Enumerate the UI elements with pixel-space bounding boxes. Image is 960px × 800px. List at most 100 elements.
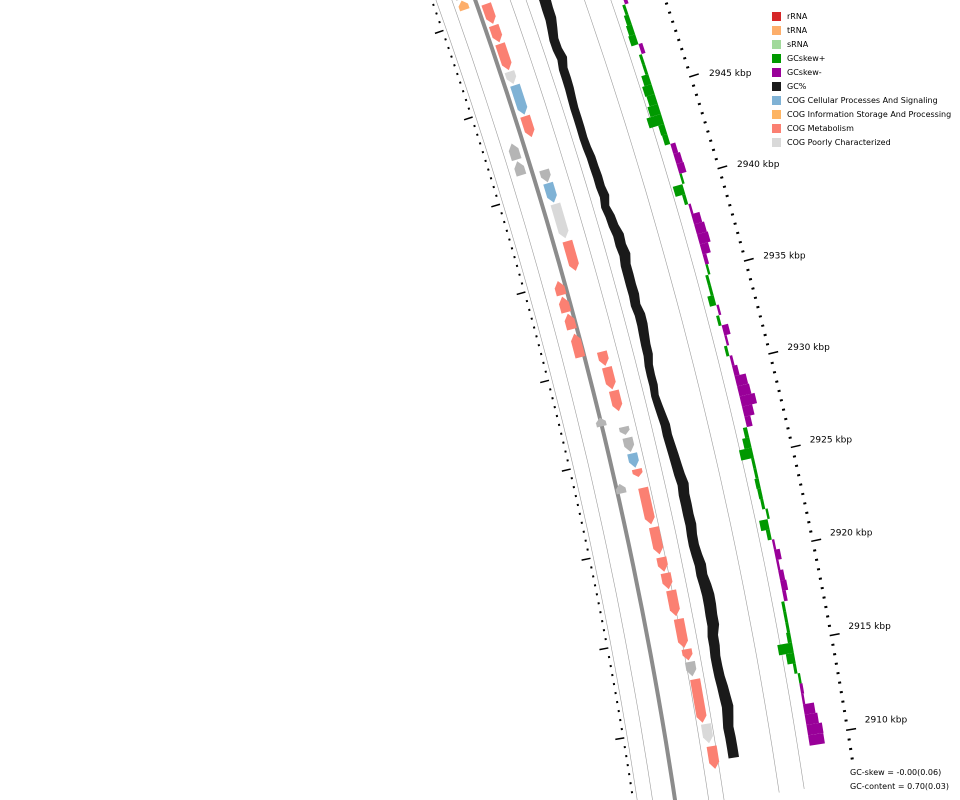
outer-tick [770, 361, 774, 365]
scale-label: 2915 kbp [848, 622, 891, 632]
outer-tick [697, 102, 702, 106]
legend-item: COG Poorly Characterized [772, 135, 951, 149]
inner-tick [599, 647, 609, 651]
inner-tick [510, 247, 514, 250]
inner-tick [491, 203, 501, 208]
outer-tick [779, 398, 784, 402]
gc-skew-positive-bar [623, 14, 632, 26]
inner-tick [456, 72, 459, 76]
gc-skew-positive-bar [723, 345, 730, 357]
inner-tick [515, 264, 519, 268]
gc-skew-positive-bar [716, 315, 722, 327]
scale-label: 2925 kbp [810, 436, 853, 446]
outer-tick [743, 257, 754, 262]
outer-tick [717, 165, 728, 170]
gene-feature [481, 2, 496, 24]
outer-tick [768, 350, 779, 355]
inner-tick [508, 238, 511, 241]
outer-tick [831, 643, 835, 647]
legend-swatch [772, 123, 781, 133]
gc-skew-positive-bar [707, 295, 717, 307]
gc-skew-positive-bar [646, 113, 665, 129]
gc-skew-negative-bar [802, 702, 816, 715]
gc-skew-negative-bar [737, 383, 752, 397]
gene-feature [706, 745, 720, 769]
gene-feature [608, 389, 623, 412]
gc-skew-negative-bar [741, 404, 755, 417]
gene-feature [648, 526, 664, 555]
outer-tick [706, 130, 710, 133]
gc-skew-positive-bar [625, 24, 636, 37]
guide-ring [610, 0, 805, 789]
gene-feature [543, 181, 557, 203]
gc-skew-positive-bar [760, 498, 766, 510]
gc-skew-negative-bar [670, 142, 679, 154]
gc-skew-positive-bar [647, 103, 661, 118]
gene-feature [550, 202, 569, 239]
outer-tick [801, 492, 805, 496]
outer-tick [753, 296, 758, 300]
outer-tick [722, 185, 727, 189]
gc-skew-negative-bar [638, 42, 646, 55]
inner-tick [532, 326, 536, 329]
outer-tick [824, 605, 828, 609]
outer-tick [725, 194, 729, 198]
gc-skew-negative-bar [716, 304, 722, 316]
gc-skew-negative-bar [771, 539, 777, 550]
gc-skew-negative-bar [776, 559, 781, 571]
gc-skew-negative-bar [780, 579, 789, 591]
guide-ring [451, 0, 653, 800]
gc-skew-positive-bar [705, 274, 711, 286]
legend-swatch [772, 95, 781, 105]
gc-skew-positive-bar [777, 642, 794, 656]
legend-swatch [772, 137, 781, 147]
gene-feature [558, 296, 572, 314]
outer-tick [794, 464, 799, 468]
gene-feature [564, 313, 577, 331]
gene-feature [510, 83, 528, 115]
gc-skew-positive-bar [638, 54, 646, 65]
legend-item: COG Cellular Processes And Signaling [772, 93, 951, 107]
outer-tick [818, 577, 823, 580]
gene-feature [684, 660, 697, 677]
outer-tick [748, 277, 753, 281]
inner-tick [438, 20, 441, 24]
gc-skew-positive-bar [628, 34, 639, 47]
gc-skew-positive-bar [642, 83, 655, 97]
inner-tick [464, 98, 468, 102]
gc-skew-negative-bar [696, 231, 711, 245]
gc-skew-positive-bar [754, 478, 761, 490]
legend-item: COG Metabolism [772, 121, 951, 135]
gene-feature [627, 452, 639, 468]
gene-feature [660, 572, 673, 590]
gene-feature [673, 617, 689, 648]
gene-feature [631, 467, 643, 478]
inner-tick [447, 46, 450, 50]
gc-skew-positive-bar [679, 173, 685, 185]
gc-skew-positive-bar [738, 447, 754, 461]
gc-skew-negative-bar [734, 373, 749, 387]
legend-swatch [772, 53, 781, 63]
gc-skew-positive-bar [646, 93, 658, 107]
gene-feature [514, 161, 527, 177]
inner-tick [478, 142, 482, 145]
outer-tick [756, 305, 760, 309]
outer-tick [781, 408, 786, 411]
outer-tick [758, 315, 763, 318]
legend-label: GC% [787, 81, 807, 91]
inner-tick [461, 90, 465, 93]
gc-skew-negative-bar [778, 569, 786, 581]
outer-tick [814, 558, 819, 562]
inner-tick [520, 282, 524, 285]
inner-tick [516, 291, 526, 296]
gc-skew-positive-bar [751, 457, 757, 469]
outer-tick [807, 520, 811, 524]
guide-ring [525, 0, 725, 800]
gc-skew-positive-bar [641, 74, 652, 87]
outer-tick [788, 436, 792, 440]
outer-tick [837, 681, 842, 684]
inner-tick [505, 229, 509, 233]
guide-ring [435, 0, 638, 800]
outer-tick [735, 231, 740, 235]
